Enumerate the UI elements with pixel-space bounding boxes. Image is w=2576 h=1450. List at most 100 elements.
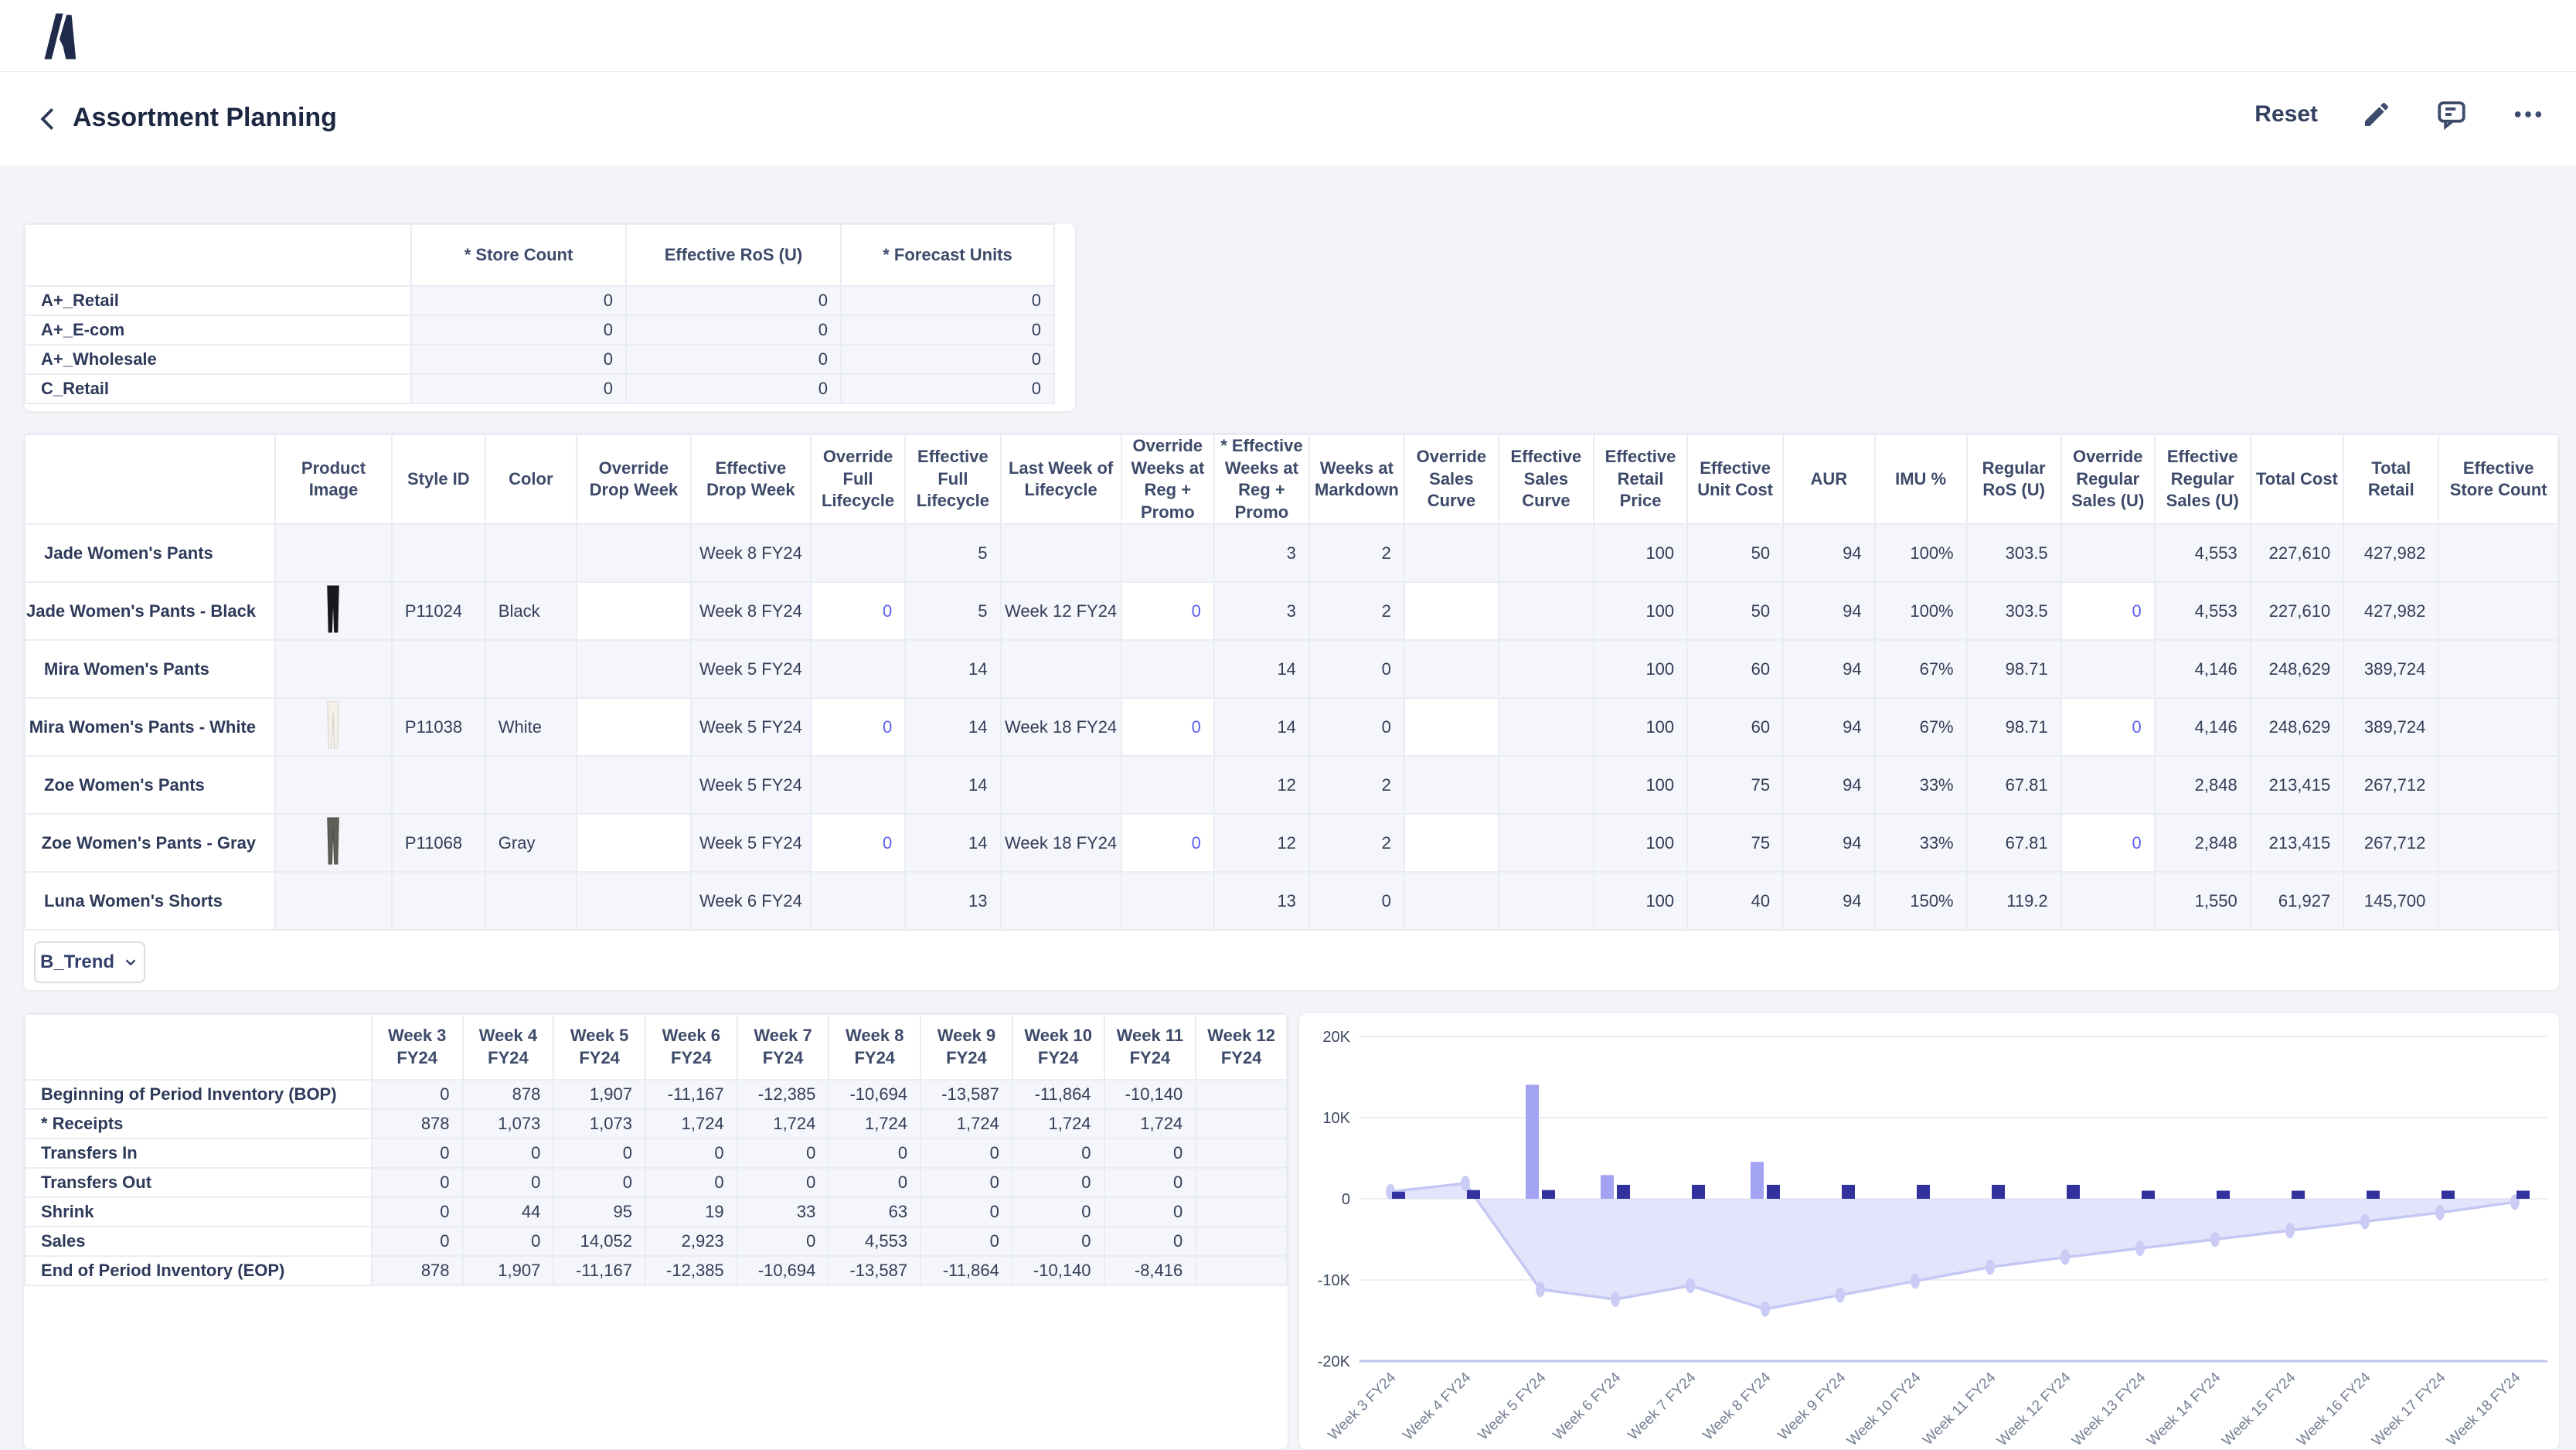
override-cell[interactable]: 0: [2060, 697, 2156, 757]
inventory-value-cell: 1,724: [644, 1108, 738, 1139]
override-cell[interactable]: [575, 813, 692, 873]
eop-point-marker: [1986, 1259, 1995, 1275]
value-cell: 427,982: [2343, 523, 2440, 584]
value-cell: 213,415: [2249, 755, 2345, 815]
chevron-down-icon: [125, 959, 136, 966]
inventory-value-cell: 878: [370, 1255, 464, 1286]
value-cell: 0: [1308, 639, 1405, 699]
inventory-value-cell: 95: [553, 1196, 646, 1227]
inventory-value-cell: 0: [1103, 1196, 1197, 1227]
x-axis-tick-label: Week 12 FY24: [1994, 1369, 2074, 1449]
value-cell: 145,700: [2343, 871, 2440, 931]
back-chevron-icon[interactable]: [34, 101, 63, 137]
override-cell[interactable]: 0: [1120, 581, 1215, 642]
page-header: Assortment Planning Reset: [0, 72, 2576, 165]
eop-line-series: [1390, 1182, 2516, 1311]
override-cell[interactable]: 0: [809, 813, 907, 873]
assortment-column-header: Effective Drop Week: [689, 434, 812, 526]
eop-point-marker: [2360, 1213, 2370, 1230]
assortment-column-header: Total Retail: [2343, 434, 2440, 526]
value-cell: 12: [1213, 813, 1310, 873]
value-cell: 3: [1213, 523, 1310, 584]
override-cell[interactable]: [575, 581, 692, 642]
product-row-label: Zoe Women's Pants - Gray: [24, 813, 277, 873]
inventory-value-cell: 0: [461, 1226, 555, 1257]
summary-column-header: Effective RoS (U): [625, 223, 842, 287]
table-row: Jade Women's Pants - Black P11024 Black Wee…: [24, 581, 2559, 642]
inventory-chart-card: 20K 10K 0 -10K -20K Week 3 FY24 Week 4 FY24 Wee…: [1298, 1013, 2560, 1450]
table-row: End of Period Inventory (EOP) 878 1,907 -11…: [24, 1255, 1288, 1286]
assortment-column-header: Effective Store Count: [2438, 434, 2559, 526]
inventory-value-cell: 14,052: [553, 1226, 646, 1257]
inventory-value-cell: -10,140: [1103, 1079, 1197, 1110]
reset-button[interactable]: Reset: [2254, 101, 2318, 127]
table-row: Mira Women's Pants Week 5 FY24 14 14 0 100 60 9…: [24, 639, 2559, 699]
product-row-label: Zoe Women's Pants: [24, 755, 277, 815]
value-cell: 50: [1686, 581, 1785, 642]
override-cell[interactable]: 0: [1120, 697, 1215, 757]
eop-point-marker: [1911, 1273, 1920, 1289]
x-axis-tick-label: Week 3 FY24: [1325, 1369, 1400, 1443]
value-cell: 100: [1592, 639, 1689, 699]
x-axis-tick-label: Week 10 FY24: [1844, 1369, 1924, 1449]
eop-point-marker: [1461, 1175, 1470, 1191]
inventory-value-cell: -11,167: [553, 1255, 646, 1286]
value-cell: 100: [1592, 523, 1689, 584]
inventory-value-cell: 1,724: [828, 1108, 922, 1139]
value-cell: 14: [1213, 639, 1310, 699]
receipts-bar: [1917, 1184, 1930, 1199]
more-ellipsis-icon[interactable]: [2511, 99, 2545, 130]
value-cell: [390, 523, 486, 584]
inventory-value-cell: 0: [370, 1079, 464, 1110]
value-cell: [484, 871, 577, 931]
inventory-value-cell: [1195, 1255, 1288, 1286]
eop-point-marker: [2060, 1249, 2070, 1265]
override-cell[interactable]: 0: [809, 581, 907, 642]
override-cell[interactable]: [575, 697, 692, 757]
override-cell[interactable]: 0: [1120, 813, 1215, 873]
week-column-header: Week 8 FY24: [828, 1013, 922, 1081]
assortment-column-header: Total Cost: [2249, 434, 2345, 526]
value-cell: [484, 523, 577, 584]
override-cell[interactable]: [1403, 697, 1499, 757]
inventory-value-cell: 63: [828, 1196, 922, 1227]
inventory-value-cell: 0: [370, 1226, 464, 1257]
value-cell: [1403, 523, 1499, 584]
edit-pencil-icon[interactable]: [2361, 99, 2392, 130]
comment-icon[interactable]: [2435, 98, 2468, 131]
override-cell[interactable]: 0: [2060, 813, 2156, 873]
value-cell: 61,927: [2249, 871, 2345, 931]
override-cell[interactable]: [1403, 813, 1499, 873]
inventory-value-cell: [1195, 1196, 1288, 1227]
receipts-bar: [1767, 1184, 1780, 1199]
inventory-value-cell: 0: [553, 1167, 646, 1198]
inventory-value-cell: 1,907: [553, 1079, 646, 1110]
inventory-value-cell: 33: [736, 1196, 830, 1227]
x-axis-tick-label: Week 17 FY24: [2369, 1369, 2449, 1449]
summary-value-cell: 0: [625, 373, 842, 404]
value-cell: [1497, 755, 1594, 815]
value-cell: [484, 639, 577, 699]
inventory-value-cell: -11,167: [644, 1079, 738, 1110]
inventory-value-cell: 0: [1103, 1167, 1197, 1198]
value-cell: [999, 639, 1122, 699]
trend-selector-button[interactable]: B_Trend: [34, 941, 145, 983]
override-cell[interactable]: 0: [809, 697, 907, 757]
override-cell[interactable]: [1403, 581, 1499, 642]
value-cell: 94: [1782, 871, 1876, 931]
assortment-column-header: * Effective Weeks at Reg + Promo: [1213, 434, 1310, 526]
sales-bar: [1601, 1175, 1614, 1199]
value-cell: [274, 697, 393, 757]
value-cell: Week 5 FY24: [689, 639, 812, 699]
summary-value-cell: 0: [840, 315, 1055, 345]
override-cell[interactable]: 0: [2060, 581, 2156, 642]
value-cell: [575, 523, 692, 584]
value-cell: 4,553: [2153, 581, 2251, 642]
value-cell: [809, 755, 907, 815]
value-cell: Week 5 FY24: [689, 697, 812, 757]
value-cell: 267,712: [2343, 813, 2440, 873]
table-row: A+_Wholesale 0 0 0: [24, 344, 1055, 375]
value-cell: [2438, 813, 2559, 873]
receipts-bar: [2516, 1190, 2530, 1199]
assortment-column-header: Effective Unit Cost: [1686, 434, 1785, 526]
